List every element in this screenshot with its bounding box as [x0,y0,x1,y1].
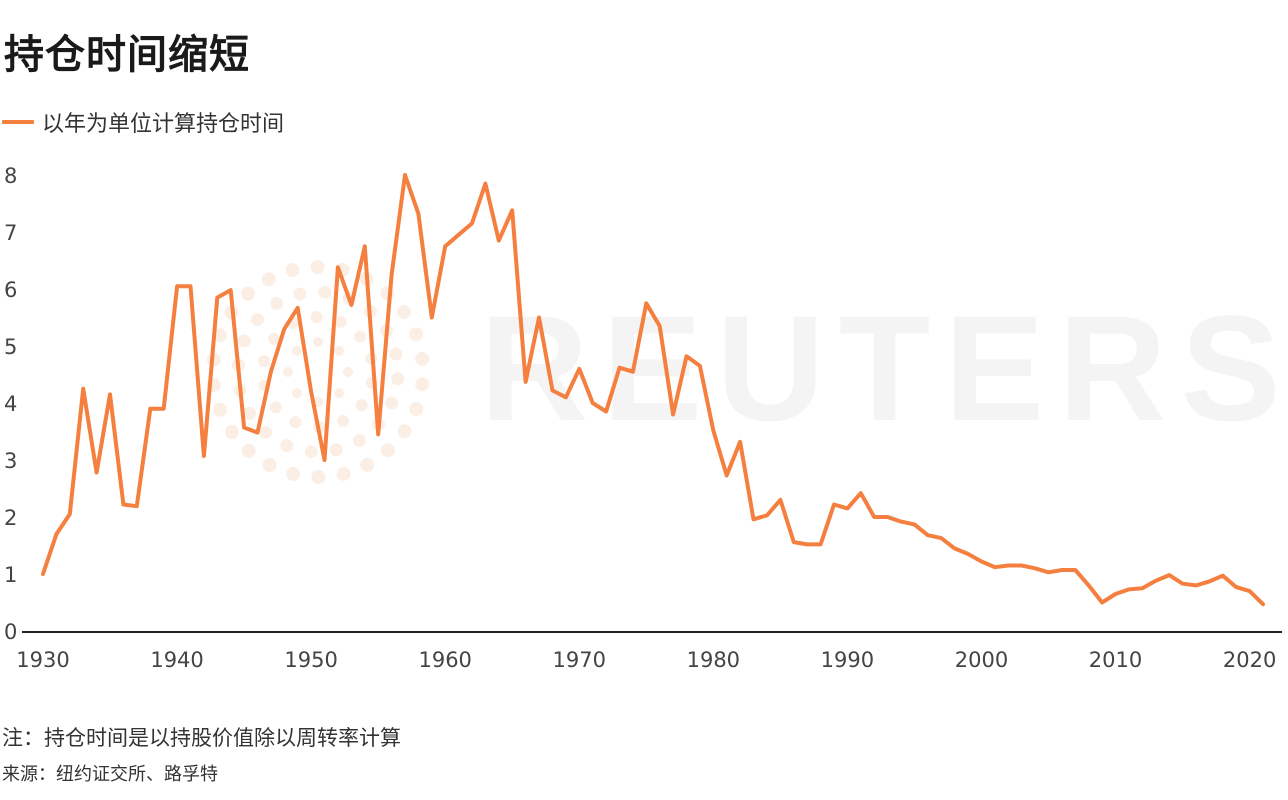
y-tick-label: 1 [4,563,17,587]
x-axis-ticks: 1930 1940 1950 1960 1970 1980 1990 2000 2010 2020 [16,648,1276,672]
watermark-dot [409,327,424,342]
watermark-dot [313,337,323,347]
x-tick-label: 2010 [1089,648,1142,672]
watermark-dot [310,311,323,324]
watermark-dot [261,272,276,287]
watermark-dot [337,414,350,427]
y-tick-label: 8 [4,164,17,188]
watermark-dot [270,296,284,310]
reuters-logo-dots [206,260,430,484]
x-tick-label: 1950 [284,648,337,672]
watermark-dot [360,457,375,472]
y-tick-label: 2 [4,506,17,530]
watermark-dot [251,313,265,327]
watermark-dot [269,401,282,414]
watermark-dot [415,377,430,392]
watermark-dot [289,416,302,429]
watermark-dot [352,434,366,448]
watermark-dot [354,330,367,343]
watermark-dot [291,345,302,356]
y-tick-label: 3 [4,449,17,473]
watermark-dot [259,425,273,439]
watermark-dot [318,285,332,299]
watermark-dot [397,424,412,439]
watermark-dot [334,388,345,399]
watermark-dot [285,263,300,278]
watermark-dot [304,445,318,459]
x-tick-label: 1930 [16,648,69,672]
y-tick-label: 7 [4,221,17,245]
watermark-dot [334,315,347,328]
watermark-dot [385,396,399,410]
y-tick-label: 6 [4,278,17,302]
watermark-dot [391,372,405,386]
reuters-wordmark: REUTERS [480,284,1288,452]
watermark-dot [291,388,302,399]
y-tick-label: 4 [4,392,17,416]
watermark-dot [355,399,368,412]
reuters-watermark: REUTERS [206,260,1288,484]
x-tick-label: 1960 [418,648,471,672]
watermark-dot [237,334,251,348]
watermark-dot [283,367,293,377]
x-tick-label: 2000 [955,648,1008,672]
watermark-dot [329,443,343,457]
watermark-dot [310,260,325,275]
watermark-dot [311,469,326,484]
chart-source: 来源：纽约证交所、路孚特 [2,764,218,785]
chart-title: 持仓时间缩短 [4,32,250,78]
y-axis-ticks: 0 1 2 3 4 5 6 7 8 [4,164,17,644]
watermark-dot [286,467,301,482]
x-tick-label: 1980 [687,648,740,672]
watermark-dot [409,401,424,416]
x-tick-label: 2020 [1223,648,1276,672]
watermark-dot [389,347,403,361]
watermark-dot [415,351,430,366]
legend-label: 以年为单位计算持仓时间 [42,112,285,137]
watermark-dot [343,367,353,377]
x-tick-label: 1990 [821,648,874,672]
watermark-dot [293,287,307,301]
watermark-dot [241,443,256,458]
watermark-dot [258,355,271,368]
watermark-dot [241,286,256,301]
watermark-dot [334,345,345,356]
watermark-dot [336,466,351,481]
watermark-dot [397,304,412,319]
x-tick-label: 1970 [553,648,606,672]
watermark-dot [224,425,239,440]
series-line-holding-period [41,173,1265,607]
watermark-dot [380,443,395,458]
y-tick-label: 0 [4,620,17,644]
x-tick-label: 1940 [150,648,203,672]
watermark-dot [242,406,256,420]
legend: 以年为单位计算持仓时间 [2,106,284,138]
y-tick-label: 5 [4,335,17,359]
watermark-dot [268,332,281,345]
watermark-dot [280,439,294,453]
chart-footnote: 注：持仓时间是以持股价值除以周转率计算 [2,726,401,750]
watermark-dot [212,402,227,417]
legend-swatch [2,120,34,124]
watermark-dot [262,458,277,473]
